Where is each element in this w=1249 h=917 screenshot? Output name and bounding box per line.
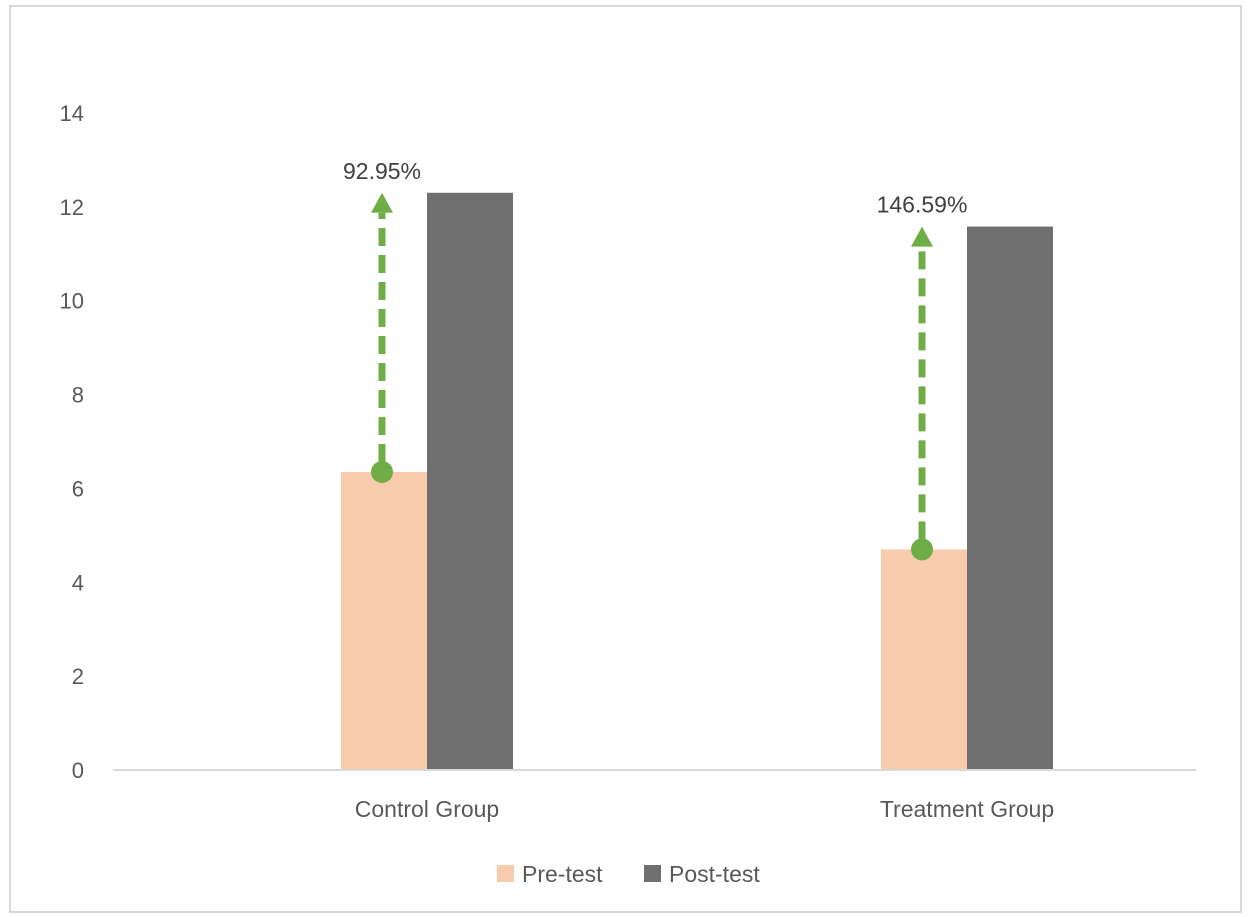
y-tick-label: 6 xyxy=(72,476,84,501)
legend-label-post-test: Post-test xyxy=(669,861,760,887)
y-tick-label: 8 xyxy=(72,383,84,408)
y-tick-label: 12 xyxy=(60,195,84,220)
arrow-start-dot xyxy=(371,461,393,484)
category-label: Control Group xyxy=(355,796,499,822)
y-tick-label: 0 xyxy=(72,758,84,783)
arrow-head xyxy=(911,226,933,247)
bar-pre-test-1 xyxy=(341,472,427,770)
legend-label-pre-test: Pre-test xyxy=(522,861,603,887)
bar-post-test-1 xyxy=(427,192,513,770)
bar-post-test-2 xyxy=(967,226,1053,770)
y-tick-label: 14 xyxy=(60,101,84,126)
arrow-head xyxy=(371,192,393,213)
y-tick-label: 4 xyxy=(72,570,84,595)
annotation-label: 146.59% xyxy=(877,192,968,218)
annotation-label: 92.95% xyxy=(343,158,421,184)
legend-swatch-post-test xyxy=(644,865,661,882)
arrow-start-dot xyxy=(911,538,933,561)
legend-swatch-pre-test xyxy=(497,865,514,882)
bar-pre-test-2 xyxy=(881,549,967,770)
category-label: Treatment Group xyxy=(880,796,1054,822)
y-tick-label: 10 xyxy=(60,289,84,314)
y-tick-label: 2 xyxy=(72,664,84,689)
